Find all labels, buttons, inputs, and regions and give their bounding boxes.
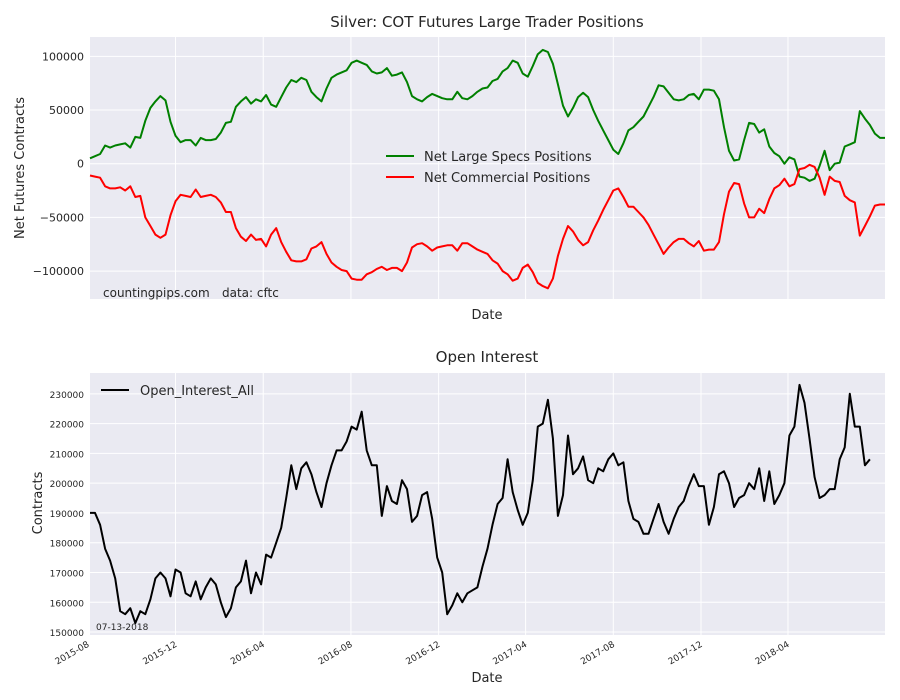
x-tick-label-5: 2017-04 (492, 640, 530, 668)
top-y-tick-1: −50000 (40, 211, 84, 224)
x-tick-label-8: 2018-04 (754, 640, 792, 668)
bottom-series-lines (90, 383, 871, 625)
x-tick-label-4: 2016-12 (405, 640, 443, 667)
bottom-y-tick-8: 230000 (50, 391, 85, 401)
legend-label-commercial: Net Commercial Positions (424, 171, 590, 186)
bottom-y-tick-6: 210000 (50, 450, 85, 460)
data-annotation: data: cftc (222, 286, 279, 300)
x-tick-label-2: 2016-04 (229, 640, 267, 668)
bottom-y-tick-5: 200000 (50, 480, 85, 490)
bottom-grid (87, 373, 885, 635)
bottom-series-line-0 (90, 383, 871, 625)
x-tick-label-3: 2016-08 (317, 640, 355, 668)
bottom-x-tick-labels: 2015-08 2015-12 2016-04 2016-08 2016-12 2017-… (54, 640, 792, 668)
top-y-tick-0: −100000 (33, 265, 84, 278)
bottom-legend: Open_Interest_All (101, 384, 254, 399)
x-tick-label-0: 2015-08 (54, 640, 92, 668)
top-legend: Net Large Specs Positions Net Commercial… (386, 150, 592, 186)
bottom-x-axis-label: Date (471, 671, 502, 686)
bottom-y-tick-1: 160000 (50, 599, 85, 609)
top-y-tick-4: 100000 (42, 50, 84, 63)
top-y-tick-labels: −100000 −50000 0 50000 100000 (33, 50, 84, 278)
x-tick-label-7: 2017-12 (667, 640, 705, 667)
source-annotation: countingpips.com (103, 286, 210, 300)
top-series-lines (89, 48, 885, 290)
bottom-y-tick-2: 170000 (50, 569, 85, 579)
legend-label-open-interest: Open_Interest_All (140, 384, 254, 399)
bottom-plot-area (90, 373, 885, 635)
legend-label-large-specs: Net Large Specs Positions (424, 150, 592, 165)
top-y-tick-3: 50000 (49, 104, 84, 117)
top-x-axis-label: Date (471, 308, 502, 323)
date-annotation: 07-13-2018 (96, 623, 149, 633)
top-plot-area (90, 37, 885, 299)
bottom-y-axis-label: Contracts (31, 471, 46, 534)
bottom-y-tick-labels: 150000 160000 170000 180000 190000 200000 2100… (50, 391, 85, 639)
top-chart-title: Silver: COT Futures Large Trader Positio… (330, 13, 644, 31)
bottom-y-tick-4: 190000 (50, 510, 85, 520)
x-tick-label-6: 2017-08 (579, 640, 617, 668)
top-grid (87, 37, 885, 299)
top-series-line-0 (89, 48, 885, 182)
top-y-axis-label: Net Futures Contracts (13, 97, 28, 239)
bottom-chart-title: Open Interest (436, 348, 539, 366)
top-series-line-1 (89, 163, 885, 290)
top-y-tick-2: 0 (77, 158, 84, 171)
bottom-y-tick-3: 180000 (50, 540, 85, 550)
bottom-y-tick-0: 150000 (50, 629, 85, 639)
x-tick-label-1: 2015-12 (141, 640, 179, 667)
bottom-y-tick-7: 220000 (50, 421, 85, 431)
